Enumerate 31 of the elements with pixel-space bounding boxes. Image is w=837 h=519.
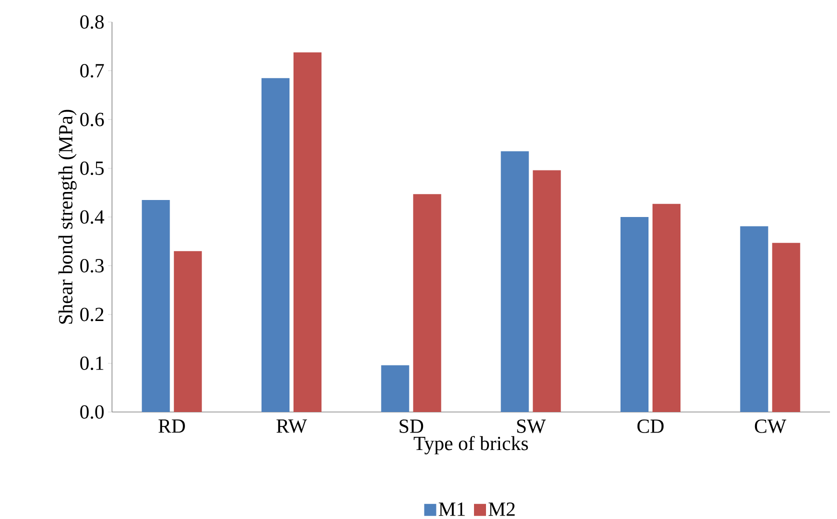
- bar: [262, 78, 290, 412]
- x-tick-label: CW: [754, 420, 786, 434]
- y-tick-label: 0.3: [80, 258, 104, 273]
- x-tick-label: CD: [637, 420, 664, 433]
- y-tick-label: 0.4: [80, 210, 104, 224]
- bar: [772, 242, 800, 412]
- bar: [294, 52, 322, 412]
- bar: [142, 200, 170, 412]
- y-tick-label: 0.6: [80, 112, 104, 126]
- bar: [652, 204, 681, 412]
- x-tick-label: SD: [400, 420, 424, 433]
- bar: [620, 217, 649, 412]
- bar: [413, 194, 442, 412]
- y-axis-title: Shear bond strength (MPa): [58, 110, 77, 324]
- x-tick-label: RD: [158, 420, 185, 433]
- bar: [740, 226, 768, 412]
- y-tick-label: 0.1: [80, 356, 104, 370]
- legend-label: M2: [488, 502, 515, 516]
- bar: [174, 251, 202, 412]
- y-tick-label: 0.0: [80, 405, 104, 419]
- x-tick-label: SW: [517, 420, 546, 434]
- y-tick-label: 0.8: [80, 15, 104, 29]
- x-tick-label: RW: [276, 420, 308, 433]
- y-tick-label: 0.5: [80, 161, 104, 176]
- y-tick-label: 0.2: [80, 308, 104, 322]
- x-axis-title: Type of bricks: [414, 436, 528, 454]
- bar: [500, 151, 529, 412]
- legend-label: M1: [438, 502, 465, 516]
- bar: [532, 170, 561, 412]
- y-tick-label: 0.7: [80, 64, 104, 78]
- bar: [381, 365, 410, 412]
